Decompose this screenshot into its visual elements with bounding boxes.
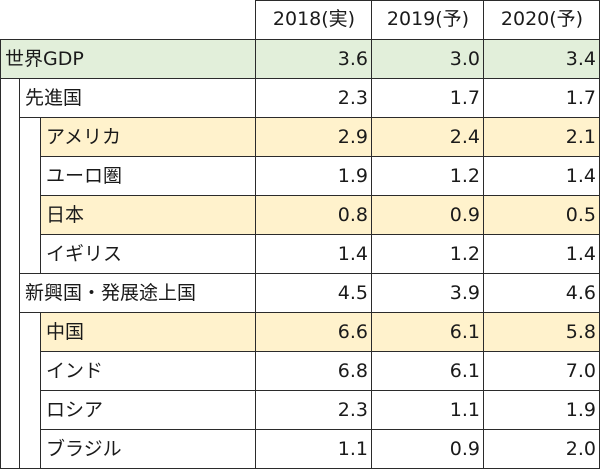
value-cell-2018: 2.3 [337,399,368,421]
value-cell-2018: 4.5 [337,282,368,304]
table-row-usa: アメリカ 2.9 2.4 2.1 [0,118,600,157]
row-label: ブラジル [46,438,122,460]
table-row-china: 中国 6.6 6.1 5.8 [0,313,600,352]
value-cell-2020: 1.4 [565,243,596,265]
row-border-6 [20,273,600,274]
header-top-border [255,0,600,1]
row-background [0,40,600,79]
indent-line-level2a [40,118,41,274]
table-row-uk: イギリス 1.4 1.2 1.4 [0,235,600,274]
row-label: 世界GDP [5,48,84,70]
row-border-3 [41,156,600,157]
indent-line-level1 [19,79,20,469]
value-cell-2018: 0.8 [337,204,368,226]
row-background [41,196,600,235]
value-cell-2020: 1.7 [565,87,596,109]
column-header-2018: 2018(実) [272,8,356,30]
row-label: 新興国・発展途上国 [25,282,197,304]
column-header-2019: 2019(予) [386,8,470,30]
value-cell-2018: 1.1 [337,438,368,460]
row-label: 日本 [46,204,85,226]
value-cell-2018: 6.8 [337,360,368,382]
row-border-2 [20,117,600,118]
table-row-eurozone: ユーロ圏 1.9 1.2 1.4 [0,157,600,196]
border-left-outer [0,39,1,469]
row-border-9 [41,390,600,391]
value-cell-2019: 0.9 [449,438,480,460]
value-cell-2020: 5.8 [565,321,596,343]
column-header-2020: 2020(予) [500,8,584,30]
table-row-japan: 日本 0.8 0.9 0.5 [0,196,600,235]
value-cell-2019: 6.1 [449,360,480,382]
value-cell-2019: 1.2 [449,165,480,187]
value-cell-2020: 4.6 [565,282,596,304]
row-label: ロシア [46,399,104,421]
table-row-brazil: ブラジル 1.1 0.9 2.0 [0,430,600,469]
row-label: ユーロ圏 [46,165,123,187]
value-cell-2019: 3.9 [449,282,480,304]
value-cell-2020: 7.0 [565,360,596,382]
row-background [41,118,600,157]
table-row-world-gdp: 世界GDP 3.6 3.0 3.4 [0,40,600,79]
value-cell-2019: 1.1 [449,399,480,421]
row-label: イギリス [46,243,123,265]
row-border-7 [20,312,600,313]
header-row: 2018(実) 2019(予) 2020(予) [0,0,600,39]
value-cell-2019: 1.7 [449,87,480,109]
table-row-russia: ロシア 2.3 1.1 1.9 [0,391,600,430]
row-border-1 [0,78,600,79]
table-row-emerging-economies: 新興国・発展途上国 4.5 3.9 4.6 [0,274,600,313]
row-border-8 [41,351,600,352]
value-cell-2018: 1.9 [337,165,368,187]
value-cell-2019: 2.4 [449,126,480,148]
row-border-0 [0,39,600,40]
row-border-10 [41,429,600,430]
table-row-india: インド 6.8 6.1 7.0 [0,352,600,391]
row-label: インド [46,360,104,382]
value-cell-2019: 0.9 [449,204,480,226]
row-border-4 [41,195,600,196]
value-cell-2018: 1.4 [337,243,368,265]
value-cell-2018: 6.6 [337,321,368,343]
value-cell-2020: 1.9 [565,399,596,421]
row-label: アメリカ [46,126,122,148]
value-cell-2019: 1.2 [449,243,480,265]
value-cell-2020: 2.1 [565,126,596,148]
value-cell-2020: 2.0 [565,438,596,460]
value-cell-2020: 0.5 [565,204,596,226]
table-row-advanced-economies: 先進国 2.3 1.7 1.7 [0,79,600,118]
indent-line-level2b [40,313,41,469]
value-cell-2019: 3.0 [449,48,480,70]
row-background [41,313,600,352]
value-cell-2018: 3.6 [337,48,368,70]
value-cell-2020: 3.4 [565,48,596,70]
row-label: 先進国 [25,87,83,109]
value-cell-2020: 1.4 [565,165,596,187]
value-cell-2018: 2.3 [337,87,368,109]
row-border-5 [41,234,600,235]
row-label: 中国 [46,321,85,343]
value-cell-2018: 2.9 [337,126,368,148]
value-cell-2019: 6.1 [449,321,480,343]
